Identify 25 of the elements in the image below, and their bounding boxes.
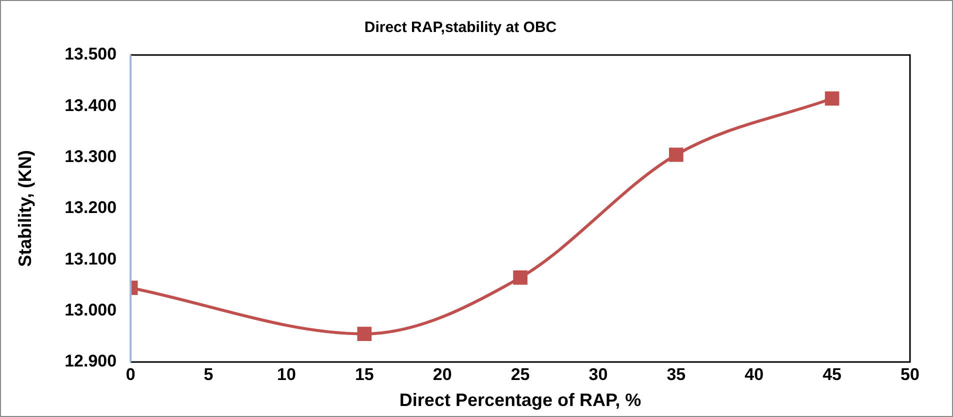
y-tick-label: 13.100 [64, 249, 117, 268]
y-tick-label: 13.300 [64, 147, 117, 166]
point [669, 148, 684, 162]
x-tick-label: 50 [900, 364, 920, 384]
x-tick-label: 30 [588, 364, 608, 384]
x-tick-label: 35 [666, 364, 686, 384]
x-axis-title: Direct Percentage of RAP, % [399, 390, 642, 410]
y-tick-label: 13.000 [64, 300, 117, 320]
x-tick-label: 10 [277, 364, 296, 384]
x-tick-label: 20 [432, 364, 452, 384]
x-tick-label: 40 [744, 364, 764, 384]
point [357, 326, 372, 342]
x-tick-label: 5 [204, 364, 214, 384]
chart-title: Direct RAP,stability at OBC [364, 19, 557, 36]
y-tick-label: 13.500 [64, 44, 117, 64]
y-tick-label: 13.200 [64, 198, 117, 218]
y-tick-label: 12.900 [64, 352, 117, 371]
x-tick-label: 25 [510, 364, 530, 384]
x-tick-label: 45 [822, 364, 842, 384]
x-tick-label: 0 [126, 364, 136, 384]
x-tick-label: 15 [354, 364, 374, 384]
point [513, 270, 528, 285]
point [824, 91, 840, 106]
y-axis-title: Stability, (KN) [14, 150, 35, 267]
y-tick-label: 13.400 [64, 96, 117, 115]
